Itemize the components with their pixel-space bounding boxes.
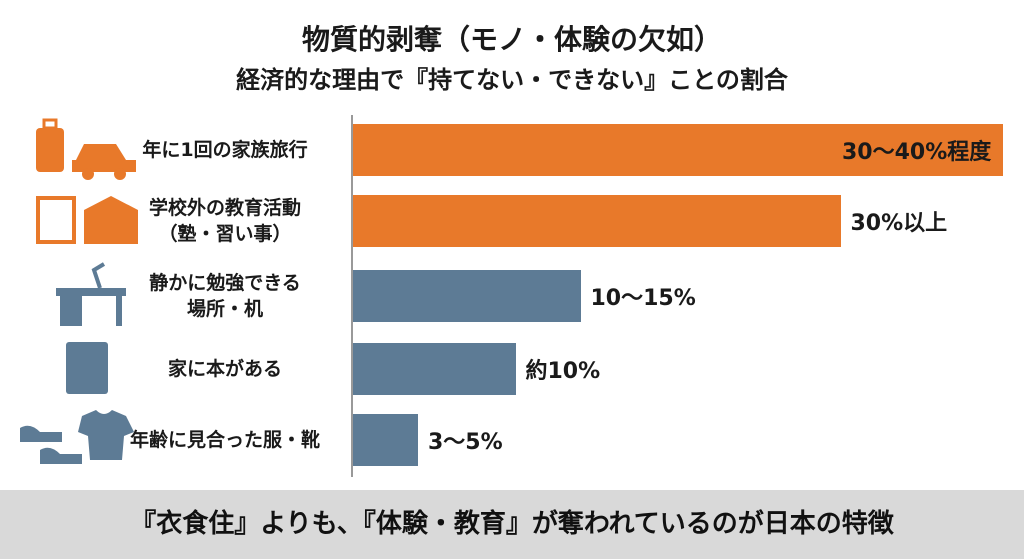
value-label: 30〜40%程度 <box>842 140 992 165</box>
category-label: 家に本がある <box>167 358 282 380</box>
clothes-icon <box>20 410 134 464</box>
value-label: 約10% <box>525 359 601 384</box>
category-label: 学校外の教育活動 （塾・習い事） <box>148 197 301 245</box>
icons <box>20 118 138 464</box>
annotation: 『衣食住』よりも、『体験・教育』が奪われているのが日本の特徴 <box>130 509 894 539</box>
bar <box>353 414 418 466</box>
education-icon <box>36 196 138 244</box>
category-label: 静かに勉強できる 場所・机 <box>149 272 301 320</box>
footer-banner: 『衣食住』よりも、『体験・教育』が奪われているのが日本の特徴 <box>0 490 1024 559</box>
desk-icon <box>56 262 126 326</box>
chart-subtitle: 経済的な理由で『持てない・できない』ことの割合 <box>236 66 788 94</box>
bar <box>353 270 581 322</box>
book-icon <box>66 342 108 394</box>
value-label: 3〜5% <box>428 430 503 455</box>
bar <box>353 343 516 395</box>
bar <box>353 195 841 247</box>
bar <box>353 124 1003 176</box>
value-label: 10〜15% <box>590 286 696 311</box>
category-label: 年に1回の家族旅行 <box>142 139 308 161</box>
chart-title: 物質的剥奪（モノ・体験の欠如） <box>301 23 722 56</box>
category-label: 年齢に見合った服・靴 <box>129 429 320 451</box>
value-label: 30%以上 <box>850 211 948 236</box>
travel-icon <box>36 118 136 180</box>
axis-line <box>351 115 353 477</box>
